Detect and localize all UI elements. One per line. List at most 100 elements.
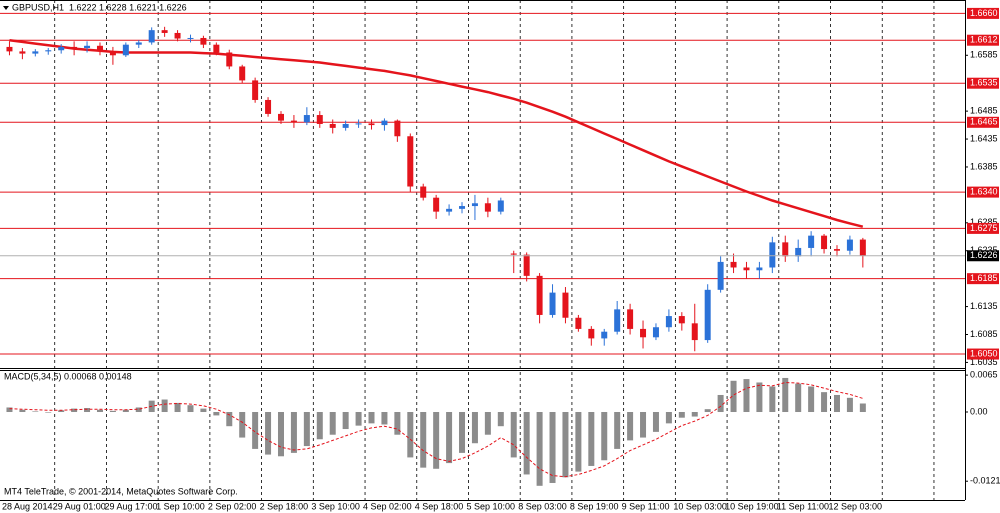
macd-bar [549,412,556,483]
candle-body [601,331,608,339]
macd-bar [96,409,103,413]
macd-bar [84,408,91,413]
macd-bar [471,412,478,444]
candle-body [795,247,802,257]
macd-bar [174,402,181,413]
level-label: 1.6275 [970,223,998,233]
macd-bar [497,412,504,427]
candle-body [484,203,491,212]
macd-bar [329,412,336,435]
macd-bar [135,407,142,413]
macd-bar [277,412,284,457]
macd-bar [355,412,362,426]
candle-body [239,66,246,81]
macd-bar [420,412,427,468]
macd-bar [6,407,13,413]
x-tick-label: 9 Sep 11:00 [622,501,670,511]
candle-body [808,235,815,248]
candle-body [743,267,750,271]
y-tick-label: 1.6235 [970,245,998,255]
macd-bar [200,408,207,413]
candle-body [122,44,129,56]
level-label: 1.6465 [970,117,998,127]
macd-bar [652,412,659,432]
macd-bar [601,412,608,461]
level-label: 1.6050 [970,348,998,358]
macd-bar [32,411,39,413]
macd-bar [640,412,647,438]
macd-bar [446,412,453,464]
x-tick-label: 4 Sep 02:00 [363,501,412,511]
candle-body [355,123,362,125]
y-tick-label: -0.01219 [970,476,1000,486]
macd-bar [833,394,840,413]
macd-bar [122,409,129,413]
macd-bar [614,412,621,449]
macd-bar [71,408,78,413]
macd-bar [368,412,375,424]
macd-bar [678,412,685,418]
candle-body [84,45,91,49]
candle-body [640,328,647,338]
macd-bar [782,377,789,413]
x-tick-label: 12 Sep 03:00 [829,501,883,511]
candle-body [497,200,504,212]
candle-body [459,206,466,209]
candle-body [342,123,349,128]
candle-body [58,46,65,51]
chart-title: GBPUSD,H1 1.6222 1.6228 1.6221 1.6226 [12,2,187,12]
macd-bar [846,397,853,413]
macd-bar [756,382,763,413]
current-price-label: 1.6226 [970,250,998,260]
candle-body [510,253,517,255]
candle-body [756,267,763,271]
candle-body [471,203,478,207]
x-tick-label: 4 Sep 18:00 [415,501,464,511]
candle-body [446,208,453,212]
copyright: MT4 TeleTrade, © 2001-2014, MetaQuotes S… [4,486,238,496]
macd-bar [407,412,414,458]
candle-body [691,323,698,341]
macd-bar [109,410,116,413]
candle-body [846,239,853,251]
macd-bar [161,399,168,413]
macd-bar [821,392,828,413]
y-tick-label: 1.6385 [970,161,998,171]
macd-bar [743,379,750,413]
macd-bar [717,394,724,413]
x-tick-label: 2 Sep 18:00 [260,501,309,511]
x-tick-label: 5 Sep 10:00 [466,501,515,511]
candle-body [627,309,634,329]
candle-body [252,80,259,100]
signal-line [9,381,863,478]
macd-bar [381,412,388,425]
candle-body [859,239,866,256]
macd-bar [562,412,569,478]
y-tick-label: 1.6085 [970,329,998,339]
candle-body [678,316,685,324]
macd-bar [252,412,259,449]
level-label: 1.6340 [970,186,998,196]
macd-bar [523,412,530,475]
macd-bar [213,412,220,416]
candle-body [161,30,168,33]
macd-bar [627,412,634,441]
candle-body [96,45,103,52]
y-tick-label: 1.6585 [970,50,998,60]
macd-bar [730,380,737,413]
macd-bar [19,409,26,413]
macd-bar [342,412,349,430]
candle-body [821,235,828,250]
level-label-box [967,186,999,198]
candle-body [368,123,375,126]
y-tick-label: 0.0065 [970,369,998,379]
candle-body [187,37,194,39]
level-label-box [967,273,999,285]
level-label-box [967,7,999,19]
x-tick-label: 2 Sep 02:00 [208,501,257,511]
macd-bar [588,412,595,466]
candle-body [420,186,427,198]
candle-body [381,120,388,126]
moving-average [9,38,864,228]
